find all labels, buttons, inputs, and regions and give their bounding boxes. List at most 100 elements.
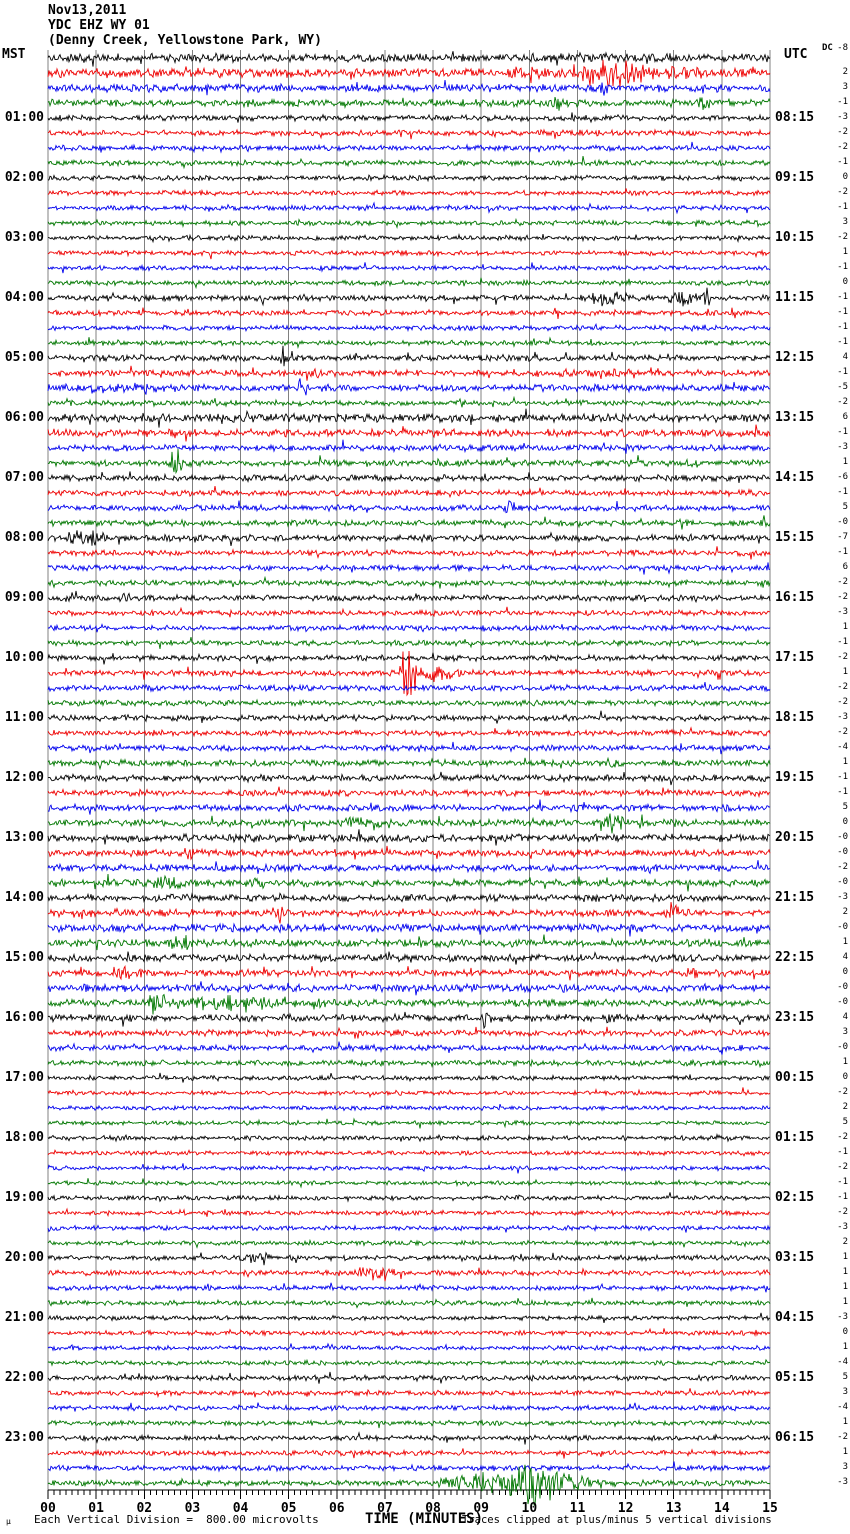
dc-offset-value: -1 — [837, 787, 848, 797]
dc-offset-value: 0 — [842, 277, 848, 287]
dc-offset-value: 2 — [842, 907, 848, 917]
dc-offset-value: -2 — [837, 1162, 848, 1172]
left-timezone-label: MST — [2, 47, 26, 62]
seismic-trace-row — [47, 1178, 771, 1189]
seismic-trace-row — [47, 623, 771, 633]
mst-hour-label: 08:00 — [4, 530, 44, 545]
utc-hour-label: 22:15 — [775, 950, 815, 965]
utc-hour-label: 17:15 — [775, 650, 815, 665]
header-date: Nov13,2011 — [48, 3, 127, 18]
seismic-trace-row — [47, 1418, 771, 1429]
mst-hour-label: 07:00 — [4, 470, 44, 485]
utc-hour-label: 14:15 — [775, 470, 815, 485]
dc-offset-value: 4 — [842, 1012, 848, 1022]
utc-hour-label: 15:15 — [775, 530, 815, 545]
dc-offset-value: -2 — [837, 127, 848, 137]
dc-offset-value: -1 — [837, 292, 848, 302]
mst-hour-label: 17:00 — [4, 1070, 44, 1085]
seismic-trace-row — [47, 726, 771, 738]
utc-hour-label: 00:15 — [775, 1070, 815, 1085]
mst-hour-label: 02:00 — [4, 170, 44, 185]
dc-offset-value: -1 — [837, 637, 848, 647]
seismic-trace-row — [47, 248, 770, 260]
seismic-trace-row — [47, 756, 771, 771]
minute-tick-label: 14 — [714, 1501, 730, 1516]
dc-offset-value: 5 — [842, 502, 848, 512]
seismic-trace-row — [47, 829, 771, 846]
seismic-trace-row — [47, 860, 771, 875]
dc-offset-value: -1 — [837, 337, 848, 347]
seismic-trace-row — [47, 188, 771, 198]
seismic-trace-row — [47, 128, 771, 140]
dc-offset-value: 4 — [842, 352, 848, 362]
minute-tick-label: 00 — [40, 1501, 56, 1516]
seismic-trace-row — [47, 287, 771, 307]
seismic-trace-row — [47, 902, 771, 924]
dc-offset-value: -3 — [837, 442, 848, 452]
seismic-trace-row — [47, 845, 771, 861]
seismic-trace-row — [47, 51, 771, 67]
utc-hour-label: 19:15 — [775, 770, 815, 785]
mst-hour-label: 19:00 — [4, 1190, 44, 1205]
seismic-trace-row — [47, 1103, 771, 1112]
seismic-traces — [47, 51, 771, 1506]
dc-offset-value: 5 — [842, 1372, 848, 1382]
seismic-trace-row — [47, 771, 771, 786]
dc-offset-value: -1 — [837, 307, 848, 317]
seismic-trace-row — [47, 217, 771, 230]
dc-offset-value: 1 — [842, 1057, 848, 1067]
seismic-trace-row — [48, 873, 771, 892]
dc-offset-value: 1 — [842, 937, 848, 947]
mst-hour-label: 11:00 — [4, 710, 44, 725]
seismic-trace-row — [47, 201, 771, 215]
dc-offset-value: 0 — [842, 1327, 848, 1337]
seismic-trace-row — [47, 1282, 771, 1293]
seismic-trace-row — [47, 112, 771, 124]
dc-offset-value: -2 — [837, 697, 848, 707]
dc-offset-value: -2 — [837, 652, 848, 662]
seismic-trace-row — [47, 637, 771, 649]
dc-offset-value: -6 — [837, 472, 848, 482]
minute-tick-label: 02 — [136, 1501, 153, 1516]
utc-hour-label: 04:15 — [775, 1310, 815, 1325]
seismic-trace-row — [47, 698, 771, 708]
dc-offset-value: -2 — [837, 397, 848, 407]
dc-offset-value: -3 — [837, 712, 848, 722]
seismic-trace-row — [47, 307, 771, 319]
dc-offset-value: -1 — [837, 202, 848, 212]
mst-hour-label: 15:00 — [4, 950, 44, 965]
utc-hour-label: 06:15 — [775, 1430, 815, 1445]
mst-hour-label: 09:00 — [4, 590, 44, 605]
minute-tick-label: 08 — [425, 1501, 441, 1516]
minute-tick-label: 11 — [569, 1501, 586, 1516]
seismic-trace-row — [47, 1117, 771, 1129]
mst-hour-label: 22:00 — [4, 1370, 44, 1385]
dc-offset-value: 1 — [842, 757, 848, 767]
mst-hour-label: 18:00 — [4, 1130, 44, 1145]
mst-hour-label: 13:00 — [4, 830, 44, 845]
dc-offset-value: 6 — [842, 562, 848, 572]
dc-offset-value: 1 — [842, 622, 848, 632]
seismic-trace-row — [47, 710, 771, 724]
mst-hour-label: 21:00 — [4, 1310, 44, 1325]
seismic-trace-row — [47, 59, 771, 88]
seismic-trace-row — [47, 1327, 771, 1338]
seismic-trace-row — [47, 345, 771, 367]
utc-hour-label: 23:15 — [775, 1010, 815, 1025]
utc-hour-label: 10:15 — [775, 230, 815, 245]
dc-offset-value: 6 — [842, 412, 848, 422]
dc-offset-value: -7 — [837, 532, 848, 542]
dc-offset-value: -1 — [837, 772, 848, 782]
seismic-trace-row — [47, 1358, 771, 1367]
seismic-trace-row — [47, 1058, 771, 1069]
seismic-trace-row — [47, 1312, 771, 1324]
dc-offset-value: 4 — [842, 952, 848, 962]
dc-offset-value: -5 — [837, 382, 848, 392]
seismic-trace-row — [47, 1297, 771, 1309]
minute-tick-label: 10 — [521, 1501, 538, 1516]
seismic-trace-row — [47, 981, 771, 996]
dc-offset-value: -1 — [837, 427, 848, 437]
dc-offset-value: -1 — [837, 547, 848, 557]
mst-hour-label: 23:00 — [4, 1430, 44, 1445]
